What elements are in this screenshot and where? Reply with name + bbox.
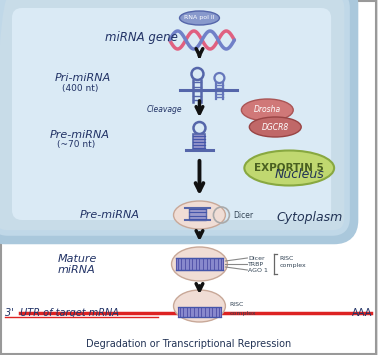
Text: Cytoplasm: Cytoplasm <box>276 212 342 224</box>
FancyBboxPatch shape <box>12 8 331 220</box>
Text: miRNA gene: miRNA gene <box>105 32 178 44</box>
Bar <box>178 307 222 317</box>
Text: miRNA: miRNA <box>58 265 96 275</box>
Text: (400 nt): (400 nt) <box>62 83 98 93</box>
Ellipse shape <box>174 201 225 229</box>
Text: complex: complex <box>279 263 306 268</box>
Bar <box>189 208 206 220</box>
Text: Cleavage: Cleavage <box>147 105 183 115</box>
Text: Nucleus: Nucleus <box>274 169 324 181</box>
Text: Mature: Mature <box>58 254 97 264</box>
Text: AAA: AAA <box>352 308 372 318</box>
Ellipse shape <box>249 117 301 137</box>
Text: TRBP: TRBP <box>248 262 264 267</box>
Text: EXPORTIN 5: EXPORTIN 5 <box>254 163 324 173</box>
Text: Degradation or Transcriptional Repression: Degradation or Transcriptional Repressio… <box>86 339 291 349</box>
Bar <box>175 258 223 270</box>
Text: Pre-miRNA: Pre-miRNA <box>80 210 140 220</box>
Text: complex: complex <box>229 311 256 316</box>
Ellipse shape <box>244 151 334 186</box>
Ellipse shape <box>242 99 293 121</box>
Text: Dicer: Dicer <box>233 211 254 219</box>
FancyBboxPatch shape <box>0 0 352 238</box>
Text: Drosha: Drosha <box>254 105 281 115</box>
Text: RNA pol II: RNA pol II <box>184 16 215 21</box>
Text: RISC: RISC <box>229 302 244 307</box>
Text: RISC: RISC <box>279 257 294 262</box>
Bar <box>194 134 206 150</box>
Text: DGCR8: DGCR8 <box>262 122 289 131</box>
Ellipse shape <box>172 247 228 281</box>
Text: Dicer: Dicer <box>248 256 265 261</box>
Text: AGO 1: AGO 1 <box>248 268 268 273</box>
Text: (~70 nt): (~70 nt) <box>57 141 95 149</box>
Text: Pri-miRNA: Pri-miRNA <box>55 73 111 83</box>
Ellipse shape <box>174 290 225 322</box>
Text: Pre-miRNA: Pre-miRNA <box>50 130 110 140</box>
Text: 3'  UTR of target mRNA: 3' UTR of target mRNA <box>5 308 119 318</box>
Ellipse shape <box>180 11 219 25</box>
